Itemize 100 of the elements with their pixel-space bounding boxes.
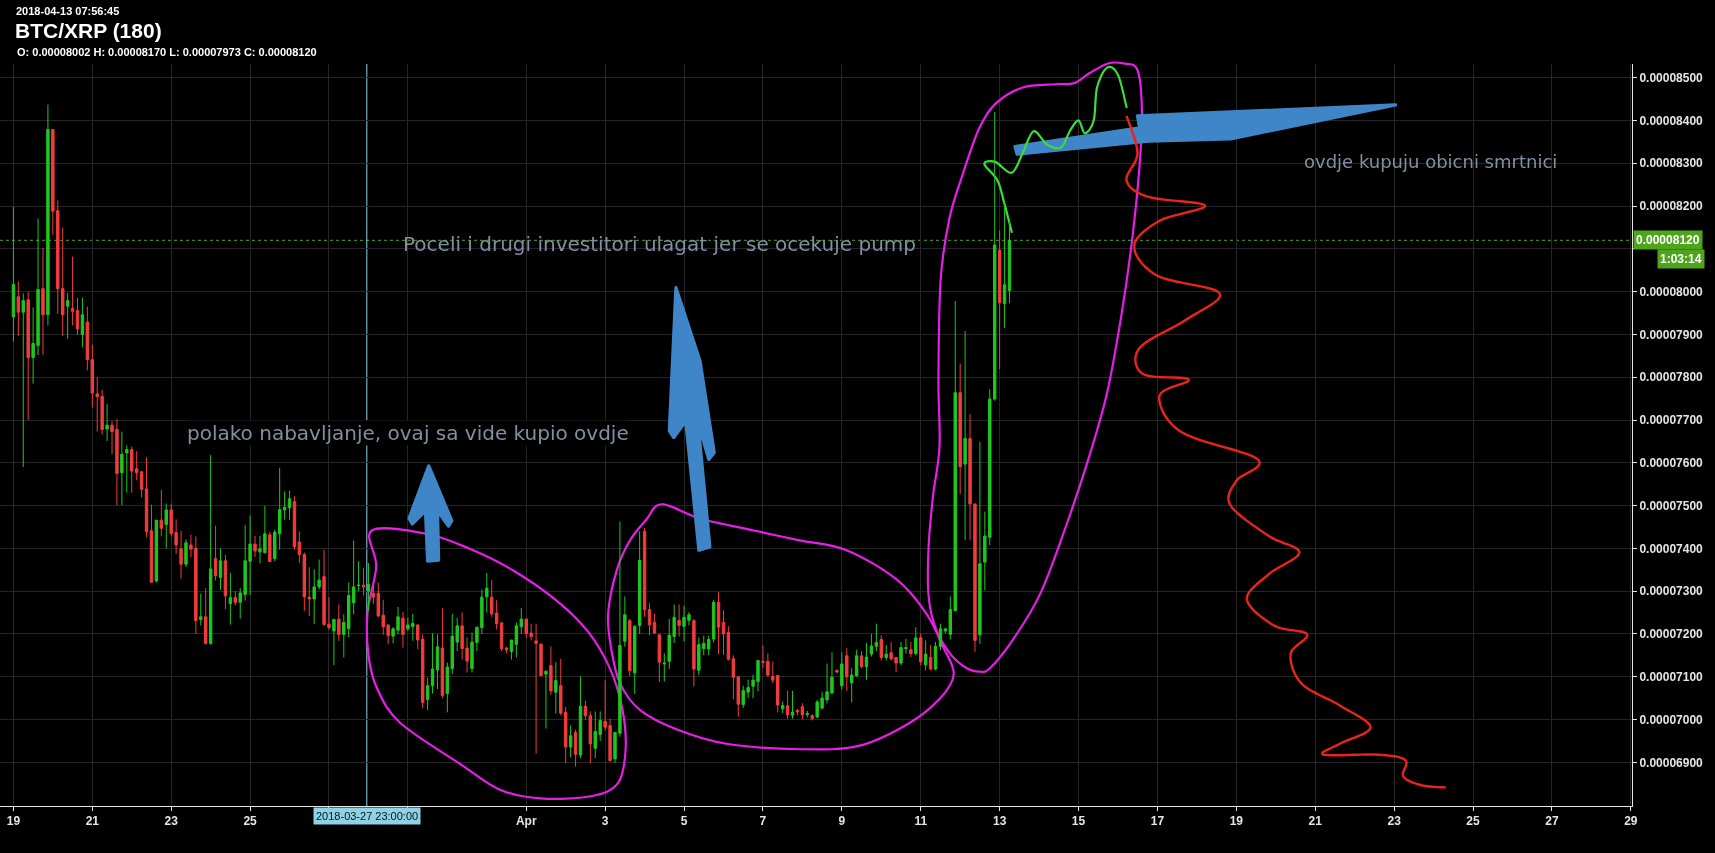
candlestick xyxy=(938,623,943,651)
x-tick-label: 19 xyxy=(1229,814,1244,829)
candlestick xyxy=(218,547,223,591)
candlestick xyxy=(539,642,543,677)
candlestick xyxy=(1002,200,1007,329)
y-tick-label: 0.00008500 xyxy=(1639,70,1704,85)
y-tick-label: 0.00007600 xyxy=(1639,456,1704,471)
x-tick-label: 23 xyxy=(164,814,179,829)
candlestick xyxy=(105,403,109,442)
x-tick-label: 21 xyxy=(1308,814,1323,829)
candlestick xyxy=(440,607,445,699)
candlestick xyxy=(287,490,292,521)
y-tick-label: 0.00007000 xyxy=(1639,712,1704,727)
candlestick xyxy=(65,292,70,340)
candlestick xyxy=(184,538,188,568)
x-tick-label: 9 xyxy=(838,814,846,829)
candlestick xyxy=(628,618,632,677)
chart-title: BTC/XRP (180) xyxy=(15,19,162,43)
x-tick-label: 27 xyxy=(1545,814,1559,829)
annotation: Poceli i drugi investitori ulagat jer se ocekuje pump xyxy=(403,232,916,256)
candlestick xyxy=(928,644,933,671)
candlestick xyxy=(884,644,888,662)
candlestick xyxy=(657,633,662,683)
x-tick-label: 11 xyxy=(914,814,928,829)
candlestick xyxy=(208,454,213,646)
candlestick xyxy=(633,624,637,695)
text: 2018-04-13 07:56:45 xyxy=(16,5,120,17)
y-tick-label: 0.00008400 xyxy=(1639,113,1704,128)
x-tick-label: 29 xyxy=(1624,814,1638,829)
candlestick xyxy=(46,104,50,326)
y-tick-label: 0.00008000 xyxy=(1639,284,1704,299)
text: 1:03:14 xyxy=(1660,252,1702,266)
candlestick xyxy=(21,292,25,468)
candlestick xyxy=(366,562,371,612)
candlestick xyxy=(356,560,361,592)
x-tick-label: 21 xyxy=(85,814,100,829)
candlestick xyxy=(810,715,814,721)
candlestick xyxy=(179,530,183,580)
candlestick xyxy=(805,710,810,718)
candlestick xyxy=(933,641,938,671)
x-tick-label: 25 xyxy=(243,814,258,829)
candlestick xyxy=(41,247,45,356)
y-tick-label: 0.00007700 xyxy=(1639,413,1704,428)
ref-line-label: 2018-03-27 23:00:00 xyxy=(316,810,419,822)
candlestick xyxy=(11,206,16,343)
candlestick xyxy=(840,651,844,691)
candlestick xyxy=(534,623,538,755)
candlestick xyxy=(504,646,509,654)
candlestick xyxy=(199,593,203,626)
candlestick xyxy=(401,611,405,649)
candlestick xyxy=(26,291,30,421)
x-tick-label: 25 xyxy=(1466,814,1481,829)
y-tick-label: 0.00007800 xyxy=(1639,370,1704,385)
candlestick xyxy=(144,456,149,538)
candlestick xyxy=(859,650,864,669)
y-tick-label: 0.00007500 xyxy=(1639,498,1704,513)
candlestick xyxy=(963,330,967,541)
candlestick xyxy=(578,675,583,759)
candlestick xyxy=(223,554,228,610)
candlestick xyxy=(75,297,80,336)
x-tick-label: Apr xyxy=(515,814,537,829)
y-tick-label: 0.00007400 xyxy=(1639,541,1704,556)
candlestick xyxy=(692,618,696,687)
x-tick-label: 17 xyxy=(1150,814,1165,829)
candlestick xyxy=(835,669,839,674)
candlestick xyxy=(337,603,341,642)
candlestick xyxy=(573,729,578,768)
candlestick xyxy=(549,645,553,696)
candlestick xyxy=(253,535,257,558)
x-tick-label: 7 xyxy=(759,814,767,829)
candlestick xyxy=(164,502,168,549)
annotation: ovdje kupuju obicni smrtnici xyxy=(1304,151,1558,172)
annotation: polako nabavljanje, ovaj sa vide kupio ovdje xyxy=(187,421,629,445)
x-tick-label: 13 xyxy=(992,814,1007,829)
candlestick xyxy=(637,530,642,635)
candlestick xyxy=(149,504,154,584)
chart-subtitle: O: 0.00008002 H: 0.00008170 L: 0.00007973 C: 0.00008120 xyxy=(17,46,317,58)
candlestick xyxy=(430,632,435,694)
candlestick xyxy=(623,595,627,648)
candlestick xyxy=(795,708,800,716)
candlestick xyxy=(914,626,918,656)
candlestick xyxy=(997,229,1002,370)
candlestick xyxy=(233,590,238,606)
y-tick-label: 0.00008300 xyxy=(1639,156,1704,171)
candlestick xyxy=(332,618,336,666)
candlestick xyxy=(864,642,869,681)
candlestick xyxy=(125,444,129,494)
candlestick xyxy=(509,639,514,661)
candlestick xyxy=(716,591,721,655)
candlestick xyxy=(785,690,790,720)
candlestick xyxy=(485,572,489,614)
candlestick xyxy=(204,587,208,646)
candlestick xyxy=(568,725,573,758)
candlestick xyxy=(923,639,928,671)
candlestick xyxy=(662,652,667,682)
ref-line-label: 0.00008120 xyxy=(1636,233,1700,247)
candlestick xyxy=(652,613,657,635)
candlestick xyxy=(70,256,75,326)
candlestick xyxy=(978,441,982,645)
x-tick-label: 15 xyxy=(1071,814,1086,829)
